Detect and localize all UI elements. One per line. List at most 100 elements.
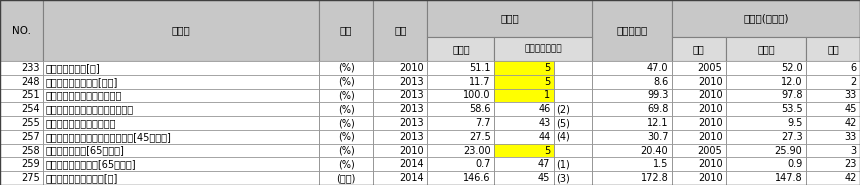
Text: 0.7: 0.7 (476, 159, 491, 169)
Bar (0, 171, 43, 185)
Bar (672, 130, 726, 144)
Text: 172.8: 172.8 (641, 173, 668, 183)
Bar (427, 130, 494, 144)
Text: 全国指標値: 全国指標値 (616, 26, 648, 36)
Bar (319, 61, 373, 75)
Bar (806, 75, 860, 89)
Bar (373, 61, 427, 75)
Bar (672, 157, 726, 171)
Bar (373, 157, 427, 171)
Bar (373, 0, 427, 61)
Bar (427, 102, 494, 116)
Text: 0.9: 0.9 (787, 159, 802, 169)
Bar (0, 130, 860, 144)
Bar (427, 0, 592, 37)
Text: 46: 46 (538, 104, 550, 114)
Bar (319, 0, 373, 61)
Text: 44: 44 (538, 132, 550, 142)
Bar (592, 102, 672, 116)
Text: 順位（下から）: 順位（下から） (525, 45, 562, 53)
Text: 97.8: 97.8 (781, 90, 802, 100)
Bar (0, 0, 43, 61)
Bar (592, 171, 672, 185)
Text: 251: 251 (22, 90, 40, 100)
Text: 52.0: 52.0 (781, 63, 802, 73)
Bar (0, 61, 860, 75)
Text: 47.0: 47.0 (647, 63, 668, 73)
Text: 1.5: 1.5 (653, 159, 668, 169)
Text: 69.8: 69.8 (647, 104, 668, 114)
Bar (427, 89, 494, 102)
Text: (%): (%) (338, 77, 354, 87)
Text: 1: 1 (544, 90, 550, 100)
Text: (4): (4) (556, 132, 570, 142)
Text: 42: 42 (845, 173, 857, 183)
Bar (494, 144, 554, 157)
Bar (0, 61, 43, 75)
Text: 27.5: 27.5 (470, 132, 491, 142)
Bar (806, 144, 860, 157)
Bar (806, 89, 860, 102)
Bar (806, 130, 860, 144)
Bar (672, 61, 726, 75)
Text: 275: 275 (22, 173, 40, 183)
Text: 2005: 2005 (697, 63, 722, 73)
Bar (554, 144, 592, 157)
Text: 単位: 単位 (340, 26, 353, 36)
Bar (373, 102, 427, 116)
Text: 257: 257 (22, 132, 40, 142)
Bar (319, 171, 373, 185)
Bar (43, 144, 319, 157)
Text: (%): (%) (338, 63, 354, 73)
Bar (427, 157, 494, 171)
Bar (554, 171, 592, 185)
Bar (494, 157, 554, 171)
Text: (2): (2) (556, 104, 570, 114)
Bar (43, 89, 319, 102)
Text: 255: 255 (22, 118, 40, 128)
Text: 就職者に占める中高年齢者の比率[45歳以上]: 就職者に占める中高年齢者の比率[45歳以上] (46, 132, 172, 142)
Text: 2005: 2005 (697, 146, 722, 156)
Bar (554, 61, 592, 75)
Text: 5: 5 (544, 146, 550, 156)
Text: 3: 3 (851, 146, 857, 156)
Bar (0, 157, 43, 171)
Text: 高齢就業者割合[65歳以上]: 高齢就業者割合[65歳以上] (46, 146, 125, 156)
Bar (726, 61, 806, 75)
Text: 33: 33 (845, 132, 857, 142)
Text: 大学新規卒業者の無業者率: 大学新規卒業者の無業者率 (46, 118, 116, 128)
Bar (554, 157, 592, 171)
Bar (43, 171, 319, 185)
Text: 51.1: 51.1 (470, 63, 491, 73)
Text: 年度: 年度 (394, 26, 407, 36)
Bar (427, 37, 494, 61)
Bar (672, 116, 726, 130)
Bar (427, 116, 494, 130)
Bar (494, 89, 554, 102)
Text: 項目名: 項目名 (172, 26, 191, 36)
Bar (0, 116, 43, 130)
Bar (592, 0, 672, 61)
Text: 20.40: 20.40 (641, 146, 668, 156)
Text: 7.7: 7.7 (476, 118, 491, 128)
Text: 2013: 2013 (399, 77, 424, 87)
Text: 53.5: 53.5 (781, 104, 802, 114)
Bar (726, 157, 806, 171)
Bar (726, 37, 806, 61)
Bar (319, 130, 373, 144)
Bar (726, 130, 806, 144)
Text: 参考値(鳥取県): 参考値(鳥取県) (743, 14, 789, 23)
Bar (806, 116, 860, 130)
Bar (494, 61, 554, 75)
Text: 2010: 2010 (697, 159, 722, 169)
Text: 2014: 2014 (399, 173, 424, 183)
Bar (0, 75, 860, 89)
Bar (592, 157, 672, 171)
Text: 25.90: 25.90 (775, 146, 802, 156)
Text: 5: 5 (544, 63, 550, 73)
Text: 58.6: 58.6 (470, 104, 491, 114)
Text: 259: 259 (22, 159, 40, 169)
Text: 233: 233 (22, 63, 40, 73)
Text: 23: 23 (845, 159, 857, 169)
Text: 146.6: 146.6 (464, 173, 491, 183)
